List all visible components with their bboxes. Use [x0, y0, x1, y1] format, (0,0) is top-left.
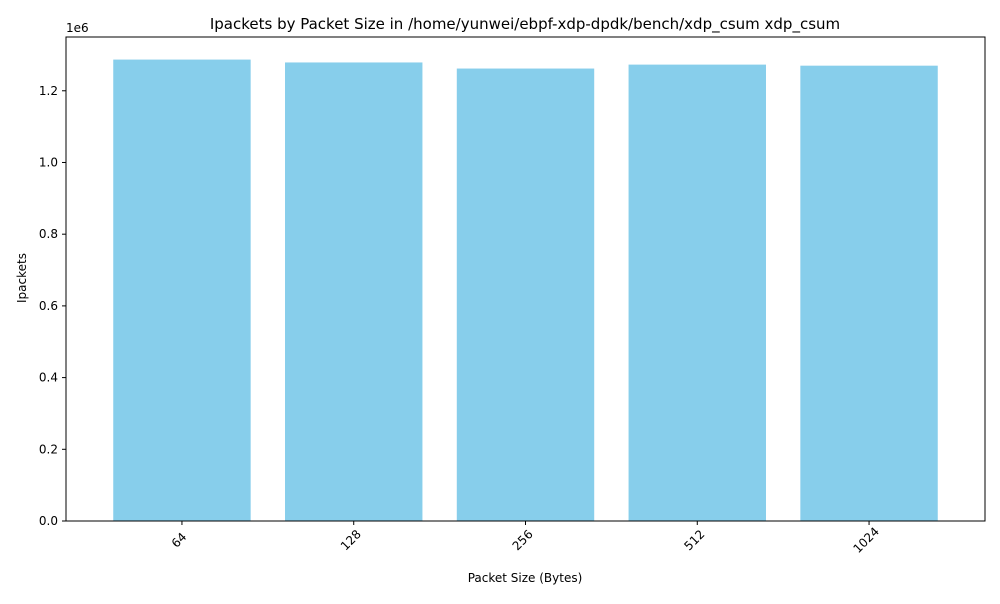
- chart-title: Ipackets by Packet Size in /home/yunwei/…: [210, 15, 840, 34]
- x-tick-label-512: 512: [681, 527, 707, 553]
- y-axis-label: Ipackets: [15, 253, 29, 303]
- y-tick-label: 0.4: [39, 371, 58, 385]
- x-axis: 64 128 256 512 1024: [169, 521, 882, 556]
- bar-1024: [800, 65, 938, 521]
- bars-group: [113, 59, 938, 522]
- y-tick-label: 0.6: [39, 299, 58, 313]
- x-tick-label-64: 64: [169, 530, 190, 551]
- y-tick-label: 1.2: [39, 84, 58, 98]
- y-offset-label: 1e6: [66, 21, 89, 35]
- x-axis-label: Packet Size (Bytes): [468, 571, 583, 585]
- y-axis: 0.0 0.2 0.4 0.6 0.8 1.0 1.2: [39, 84, 66, 528]
- y-tick-label: 1.0: [39, 155, 58, 169]
- axes-frame: [65, 36, 986, 522]
- bar-64: [113, 59, 251, 521]
- y-tick-label: 0.0: [39, 514, 58, 528]
- x-tick-label-128: 128: [338, 527, 364, 553]
- y-tick-label: 0.8: [39, 227, 58, 241]
- y-tick-label: 0.2: [39, 442, 58, 456]
- plot-frame: [65, 36, 986, 522]
- x-tick-label-256: 256: [510, 527, 536, 553]
- bar-512: [628, 64, 766, 521]
- x-tick-label-1024: 1024: [850, 524, 881, 555]
- bar-128: [285, 62, 423, 522]
- bar-256: [456, 68, 595, 522]
